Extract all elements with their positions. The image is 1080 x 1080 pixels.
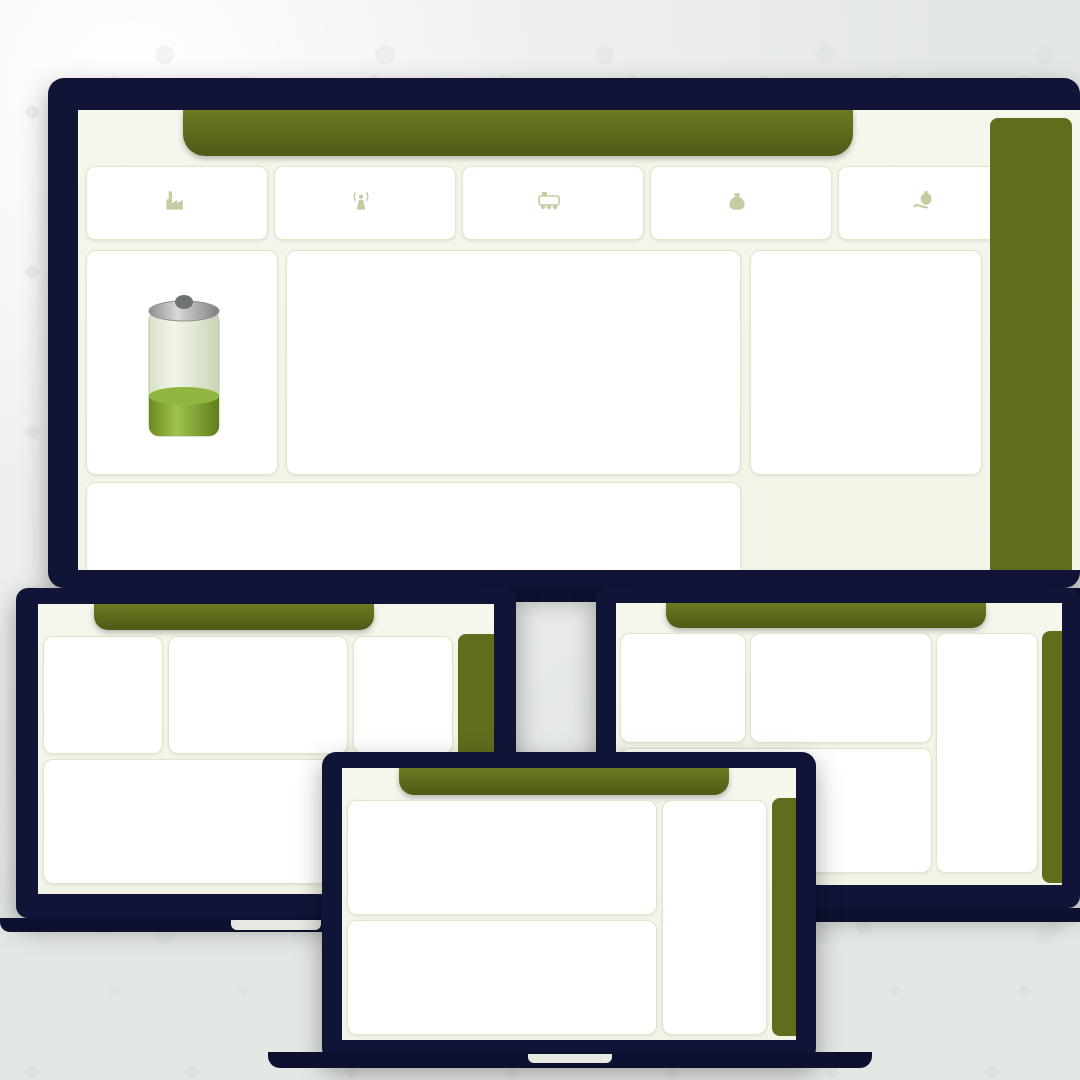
month-slicer-panel[interactable] [772, 798, 796, 1036]
factory-icon [160, 188, 186, 214]
funding-bar-chart [787, 650, 929, 726]
high-priority-gauge-card [86, 250, 278, 475]
battery-icon [139, 289, 229, 454]
actual-cost-contractor-card [86, 482, 741, 570]
kpi-completed-stations[interactable] [462, 166, 644, 240]
main-dashboard-screen [78, 110, 1080, 570]
funding-dashboard-header [666, 603, 986, 628]
contractor-plot [105, 519, 735, 570]
phase-burst-chart [173, 653, 345, 749]
main-dashboard [78, 110, 1080, 570]
laptop-trackpad-notch [231, 920, 321, 930]
hand-money-icon [912, 188, 938, 214]
kpi-actual-cost-crore[interactable] [838, 166, 1020, 240]
budget-by-segment-card [286, 250, 741, 475]
priority-by-funding-card [936, 633, 1038, 873]
kpi-budget-crore[interactable] [650, 166, 832, 240]
month-laptop-device [322, 752, 816, 1062]
monitor-device [48, 78, 1080, 588]
antenna-tower-icon [348, 188, 374, 214]
main-slicer-panel[interactable] [990, 118, 1072, 570]
budget-month-area-chart [376, 937, 650, 1015]
train-icon [535, 188, 563, 214]
segment-plot [349, 281, 729, 441]
month-dashboard-screen [342, 768, 796, 1040]
main-dashboard-header [183, 110, 853, 156]
kpi-planned-stations[interactable] [274, 166, 456, 240]
budget-by-phase-card [43, 636, 163, 754]
month-dashboard [342, 768, 796, 1040]
budget-by-funding-card [750, 633, 932, 743]
month-dashboard-header [399, 768, 729, 795]
actual-cost-line-chart [376, 817, 650, 895]
actual-cost-by-phase-card [168, 636, 348, 754]
actual-cost-by-month-card [347, 800, 657, 915]
front-laptop-notch [528, 1054, 612, 1063]
planned-stations-funding-card [620, 633, 746, 743]
completed-stations-card [662, 800, 767, 1035]
money-bag-icon [724, 188, 750, 214]
under-construction-phase-card [353, 636, 453, 754]
budget-by-month-card [347, 920, 657, 1035]
phase-dashboard-header [94, 604, 374, 630]
under-construction-zone-card [750, 250, 982, 475]
funding-slicer-panel[interactable] [1042, 631, 1062, 883]
kpi-total-project[interactable] [86, 166, 268, 240]
